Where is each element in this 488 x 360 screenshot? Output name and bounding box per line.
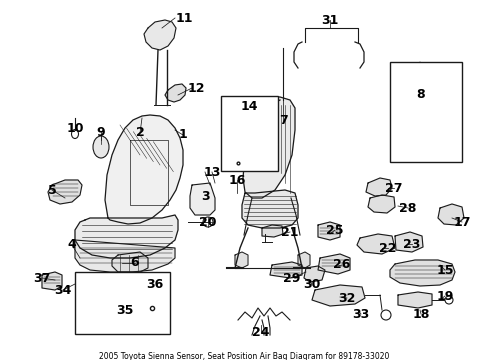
Text: 14: 14 bbox=[240, 100, 257, 113]
Text: 24: 24 bbox=[252, 327, 269, 339]
Polygon shape bbox=[143, 20, 176, 50]
Ellipse shape bbox=[71, 130, 79, 139]
Text: 18: 18 bbox=[411, 307, 429, 320]
Text: 17: 17 bbox=[452, 216, 470, 229]
Ellipse shape bbox=[444, 296, 452, 304]
Polygon shape bbox=[190, 183, 215, 215]
Text: 27: 27 bbox=[385, 181, 402, 194]
Text: 25: 25 bbox=[325, 224, 343, 237]
Polygon shape bbox=[242, 190, 297, 228]
Text: 2005 Toyota Sienna Sensor, Seat Position Air Bag Diagram for 89178-33020: 2005 Toyota Sienna Sensor, Seat Position… bbox=[99, 352, 389, 360]
Polygon shape bbox=[75, 215, 178, 258]
Text: 33: 33 bbox=[352, 307, 369, 320]
Bar bbox=[389, 62, 461, 162]
Polygon shape bbox=[297, 252, 309, 268]
Text: 6: 6 bbox=[130, 256, 139, 270]
Text: 16: 16 bbox=[228, 174, 245, 186]
Polygon shape bbox=[82, 279, 104, 299]
Text: 8: 8 bbox=[416, 89, 425, 102]
Text: 7: 7 bbox=[278, 113, 287, 126]
Polygon shape bbox=[317, 222, 339, 240]
Polygon shape bbox=[142, 287, 160, 304]
Text: 3: 3 bbox=[200, 189, 209, 202]
Polygon shape bbox=[304, 266, 325, 282]
Text: 22: 22 bbox=[379, 242, 396, 255]
Text: 30: 30 bbox=[303, 279, 320, 292]
Polygon shape bbox=[437, 204, 463, 225]
Text: 9: 9 bbox=[97, 126, 105, 139]
Polygon shape bbox=[164, 84, 185, 102]
Text: 36: 36 bbox=[146, 279, 163, 292]
Polygon shape bbox=[356, 234, 394, 254]
Text: 34: 34 bbox=[54, 284, 72, 297]
Text: 32: 32 bbox=[338, 292, 355, 305]
Ellipse shape bbox=[93, 136, 109, 158]
Polygon shape bbox=[389, 260, 454, 286]
Text: 2: 2 bbox=[135, 126, 144, 139]
Polygon shape bbox=[235, 252, 247, 268]
Polygon shape bbox=[112, 252, 148, 272]
Text: 31: 31 bbox=[321, 13, 338, 27]
Polygon shape bbox=[311, 285, 364, 306]
Text: 28: 28 bbox=[399, 202, 416, 215]
Text: 23: 23 bbox=[403, 238, 420, 251]
Polygon shape bbox=[48, 180, 82, 204]
Polygon shape bbox=[104, 276, 140, 308]
Text: 21: 21 bbox=[281, 225, 298, 238]
Polygon shape bbox=[262, 225, 283, 237]
Ellipse shape bbox=[380, 310, 390, 320]
Polygon shape bbox=[391, 70, 457, 154]
Text: 37: 37 bbox=[33, 271, 51, 284]
Text: 5: 5 bbox=[47, 184, 56, 197]
Text: 20: 20 bbox=[199, 216, 216, 229]
Text: 11: 11 bbox=[175, 12, 192, 24]
Text: 15: 15 bbox=[435, 264, 453, 276]
Text: 35: 35 bbox=[116, 303, 133, 316]
Polygon shape bbox=[394, 232, 422, 252]
Text: 26: 26 bbox=[333, 258, 350, 271]
Bar bbox=[75, 272, 170, 334]
Polygon shape bbox=[105, 115, 183, 224]
Bar bbox=[221, 96, 278, 171]
Polygon shape bbox=[269, 262, 302, 278]
Text: 10: 10 bbox=[66, 122, 83, 135]
Polygon shape bbox=[243, 97, 294, 198]
Text: 12: 12 bbox=[187, 81, 204, 94]
Polygon shape bbox=[397, 292, 431, 308]
Polygon shape bbox=[365, 178, 391, 196]
Polygon shape bbox=[42, 272, 62, 290]
Polygon shape bbox=[75, 240, 175, 272]
Polygon shape bbox=[317, 254, 349, 274]
Text: 4: 4 bbox=[67, 238, 76, 252]
Ellipse shape bbox=[203, 217, 213, 227]
Polygon shape bbox=[224, 140, 253, 157]
Polygon shape bbox=[227, 107, 249, 140]
Polygon shape bbox=[367, 195, 394, 213]
Text: 29: 29 bbox=[283, 271, 300, 284]
Text: 13: 13 bbox=[203, 166, 220, 179]
Text: 19: 19 bbox=[435, 289, 453, 302]
Text: 1: 1 bbox=[178, 129, 187, 141]
